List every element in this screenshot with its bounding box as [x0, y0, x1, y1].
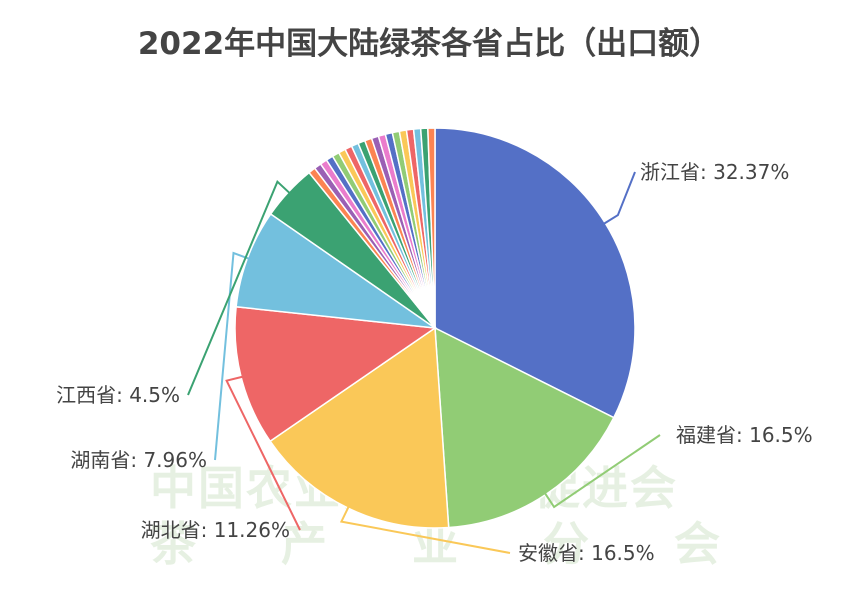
slice-label: 江西省: 4.5%: [56, 383, 180, 407]
label-leader-line: [225, 375, 301, 531]
label-leader-line: [187, 179, 291, 396]
pie-labels: 浙江省: 32.37% 福建省: 16.5% 安徽省: 16.5% 湖北省: 11.2…: [56, 160, 813, 565]
label-leader-line: [602, 171, 636, 225]
slice-label: 福建省: 16.5%: [676, 423, 813, 447]
slice-label: 湖南省: 7.96%: [70, 448, 207, 472]
label-leader-line: [543, 434, 661, 509]
slice-label: 湖北省: 11.26%: [141, 518, 290, 542]
label-leader-line: [214, 251, 250, 461]
pie-slice-minor: [427, 127, 436, 329]
pie-slices: [234, 127, 636, 529]
slice-label: 安徽省: 16.5%: [518, 541, 655, 565]
slice-label: 浙江省: 32.37%: [640, 160, 789, 184]
chart-title: 2022年中国大陆绿茶各省占比（出口额）: [137, 26, 721, 62]
label-leader-line: [339, 505, 511, 554]
